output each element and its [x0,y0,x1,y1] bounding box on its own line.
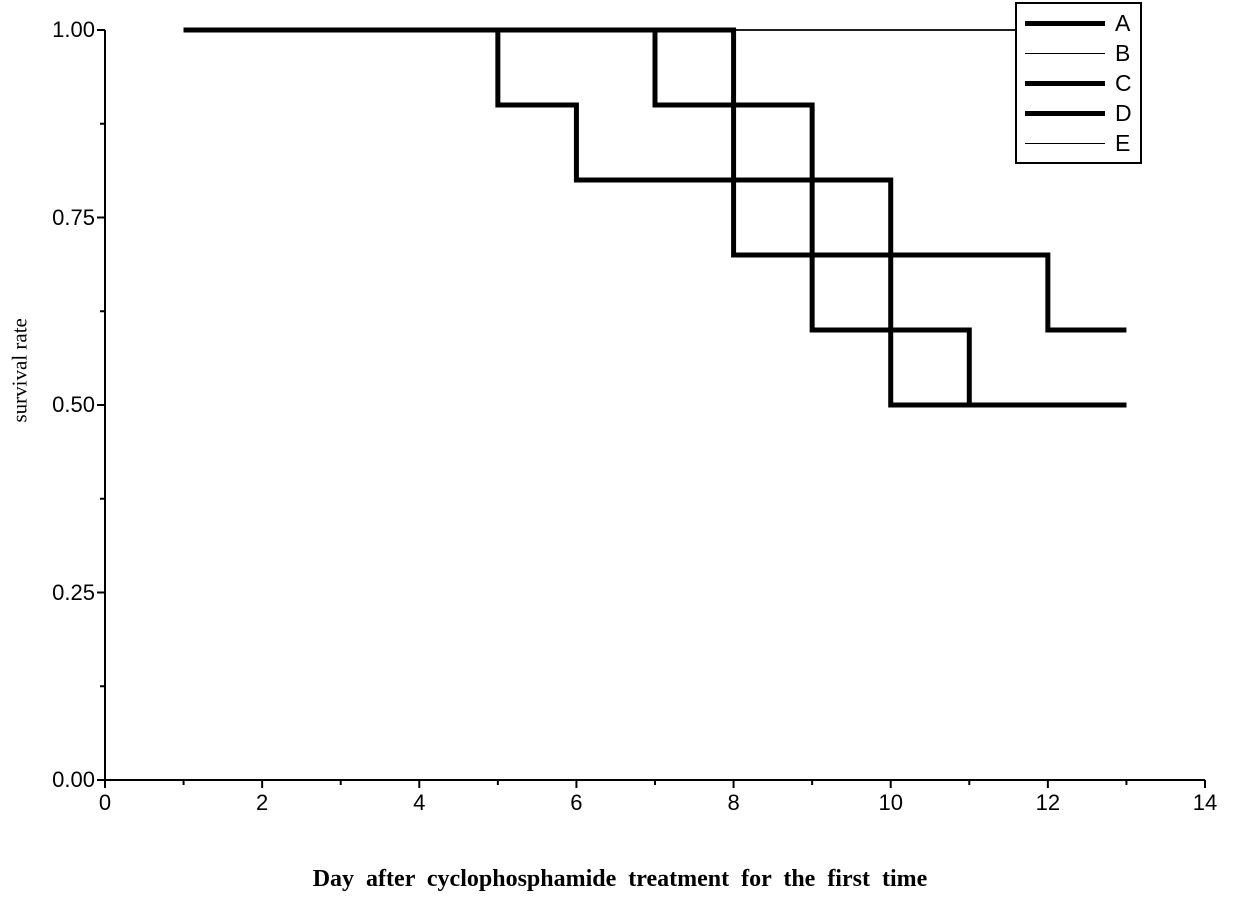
legend-item-d: D [1025,98,1132,128]
x-tick-label: 8 [727,790,739,816]
x-tick-label: 4 [413,790,425,816]
legend-label: C [1115,70,1132,97]
y-tick-label: 0.75 [52,205,95,231]
y-tick-label: 0.25 [52,580,95,606]
legend-item-c: C [1025,68,1132,98]
legend-line-sample [1025,111,1105,116]
legend-item-e: E [1025,128,1132,158]
legend-line-sample [1025,53,1105,54]
legend-line-sample [1025,81,1105,86]
y-tick-label: 1.00 [52,17,95,43]
x-tick-label: 0 [99,790,111,816]
legend-item-b: B [1025,38,1132,68]
series-line-d [184,30,1127,405]
y-tick-label: 0.50 [52,392,95,418]
legend-label: D [1115,100,1132,127]
x-tick-label: 12 [1036,790,1060,816]
legend-label: E [1115,130,1130,157]
legend-box: ABCDE [1015,2,1142,164]
x-tick-label: 2 [256,790,268,816]
y-tick-label: 0.00 [52,767,95,793]
x-tick-label: 6 [570,790,582,816]
legend-label: B [1115,40,1130,67]
legend-line-sample [1025,21,1105,26]
legend-label: A [1115,10,1130,37]
legend-line-sample [1025,143,1105,144]
x-tick-label: 10 [878,790,902,816]
x-tick-label: 14 [1193,790,1217,816]
legend-item-a: A [1025,8,1132,38]
